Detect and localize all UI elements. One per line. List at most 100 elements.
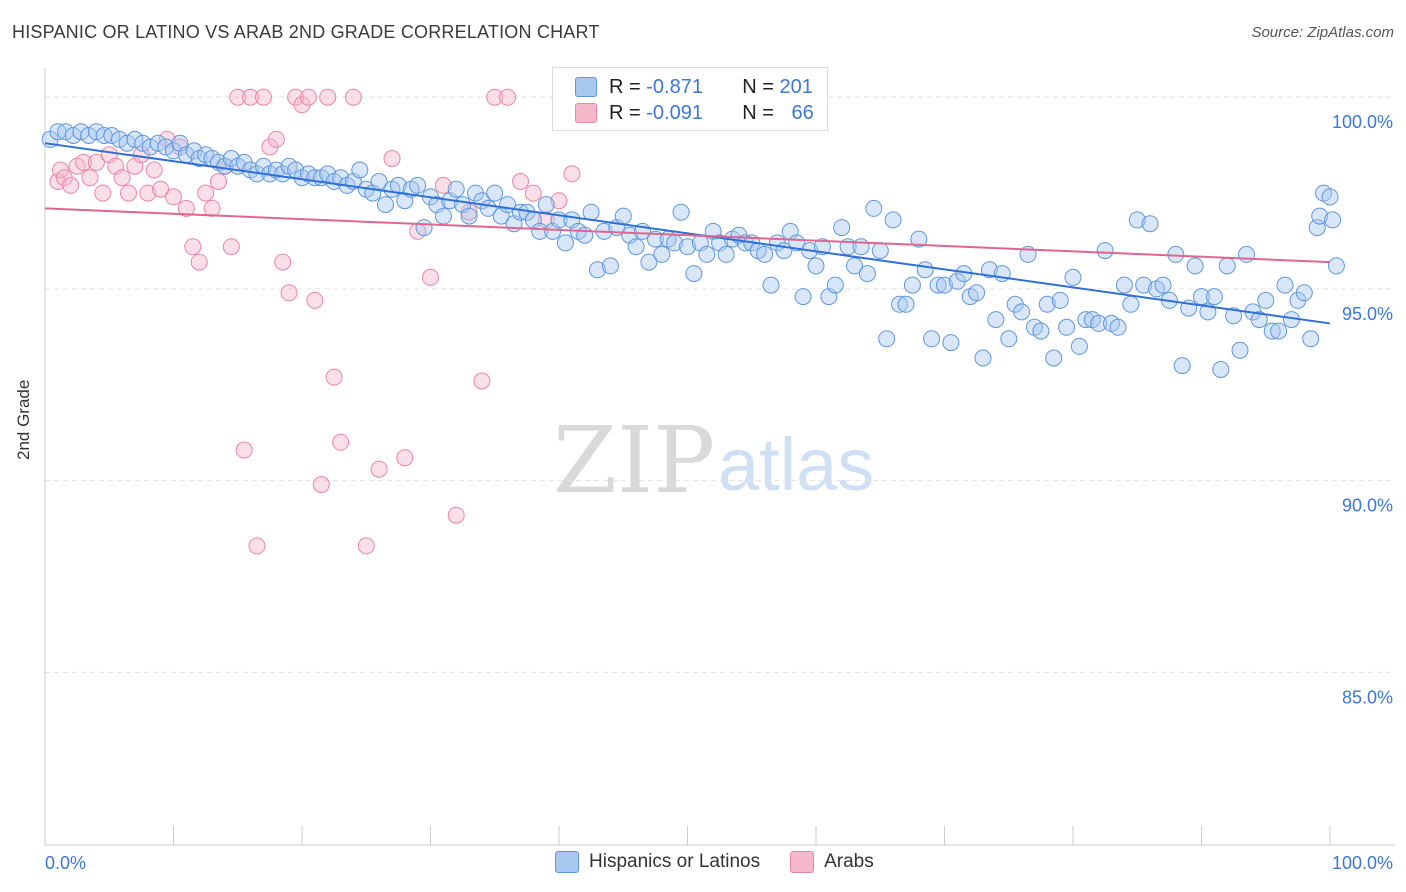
arabs-point [512,173,529,190]
chart-title: HISPANIC OR LATINO VS ARAB 2ND GRADE COR… [12,22,600,42]
arabs-point [139,184,157,202]
hispanic-point [987,311,1005,329]
n-value: 201 [779,75,813,98]
hispanic-point [807,257,825,275]
hispanic-point [589,261,606,279]
arabs-point [524,184,542,202]
hispanic-point [1263,322,1281,340]
arabs-point [274,253,292,271]
hispanic-point [1077,311,1095,329]
hispanic-point [846,257,863,275]
arabs-point [113,169,131,187]
hispanic-point [1000,330,1018,348]
arabs-point [145,161,163,179]
arabs-point [87,153,105,171]
hispanic-point [1090,314,1108,332]
hispanic-point [1141,215,1159,233]
hispanic-point [717,245,735,263]
hispanic-point [1311,207,1329,225]
y-tick-label: 95.0% [1342,304,1393,324]
n-label: N = [742,101,780,124]
arabs-point [563,165,581,183]
hispanic-point [1324,211,1342,229]
hispanic-points [41,123,1345,378]
hispanic-point [981,261,998,279]
pink-swatch [575,103,597,123]
hispanic-point [351,161,369,179]
arabs-point [152,180,170,198]
arabs-point [306,291,324,309]
hispanic-point [434,207,452,225]
arabs-point [203,199,221,217]
arabs-point [255,88,272,106]
hispanic-point [672,203,690,221]
hispanic-point [103,127,121,144]
arabs-point [499,88,517,106]
hispanic-point [1128,211,1146,229]
x-tick-label: 100.0% [1332,853,1393,873]
arabs-point [210,173,227,190]
arabs-point [332,433,350,451]
hispanic-point [1257,291,1275,309]
hispanic-point [968,284,986,302]
arabs-point [120,184,137,202]
hispanic-point [134,134,152,152]
y-tick-label: 100.0% [1332,112,1393,132]
hispanic-point [1321,188,1339,206]
hispanic-point [512,203,529,221]
hispanic-point [80,127,98,144]
legend-row-hispanic: R = -0.871 N = 201 [575,74,813,100]
arabs-point [447,506,465,524]
hispanic-point [762,276,780,294]
arabs-point [344,88,362,106]
hispanic-point [1154,276,1172,294]
hispanic-point [126,130,144,148]
arabs-point [434,176,452,194]
arabs-point [165,188,182,206]
hispanic-point [640,253,658,271]
arabs-point [422,268,439,286]
arabs-point [473,372,491,390]
hispanic-point [1276,276,1294,294]
hispanic-point [377,196,394,214]
tick-labels: 85.0% 90.0% 95.0% 100.0% 0.0% 100.0% [45,112,1393,873]
hispanic-point [157,138,175,156]
hispanic-point [698,245,716,263]
correlation-legend: R = -0.871 N = 201 R = -0.091 N = 66 [552,67,828,131]
r-value: -0.871 [646,75,703,98]
hispanic-point [685,265,703,283]
y-tick-label: 85.0% [1342,687,1393,707]
hispanic-point [72,123,90,141]
hispanic-point [897,295,915,313]
hispanic-point [447,180,465,198]
x-tick-label: 0.0% [45,853,86,873]
arabs-point [62,176,80,194]
hispanic-point [852,238,870,256]
hispanic-point [884,211,902,229]
y-axis-label: 2nd Grade [14,379,33,460]
hispanic-point [1167,245,1185,263]
hispanic-point [1045,349,1063,367]
hispanic-point [679,238,696,256]
hispanic-point [141,138,159,156]
hispanic-point [1115,276,1133,294]
hispanic-point [57,123,75,141]
arabs-point [486,88,504,106]
arabs-trend-line [44,207,1331,264]
series-legend: Hispanics or Latinos Arabs [555,851,874,873]
arabs-point [197,184,215,202]
hispanic-point [1032,322,1050,340]
arabs-point [81,169,99,187]
hispanic-point [1250,311,1268,329]
r-value: -0.091 [646,101,703,124]
hispanic-point [576,226,594,244]
arabs-point [550,192,568,210]
arabs-point [94,184,112,202]
hispanic-point [537,196,555,214]
hispanic-point [1212,361,1230,378]
arabs-point [325,368,343,386]
r-label: R = [609,101,647,124]
hispanic-point [1270,322,1288,340]
hispanic-point [111,130,128,148]
